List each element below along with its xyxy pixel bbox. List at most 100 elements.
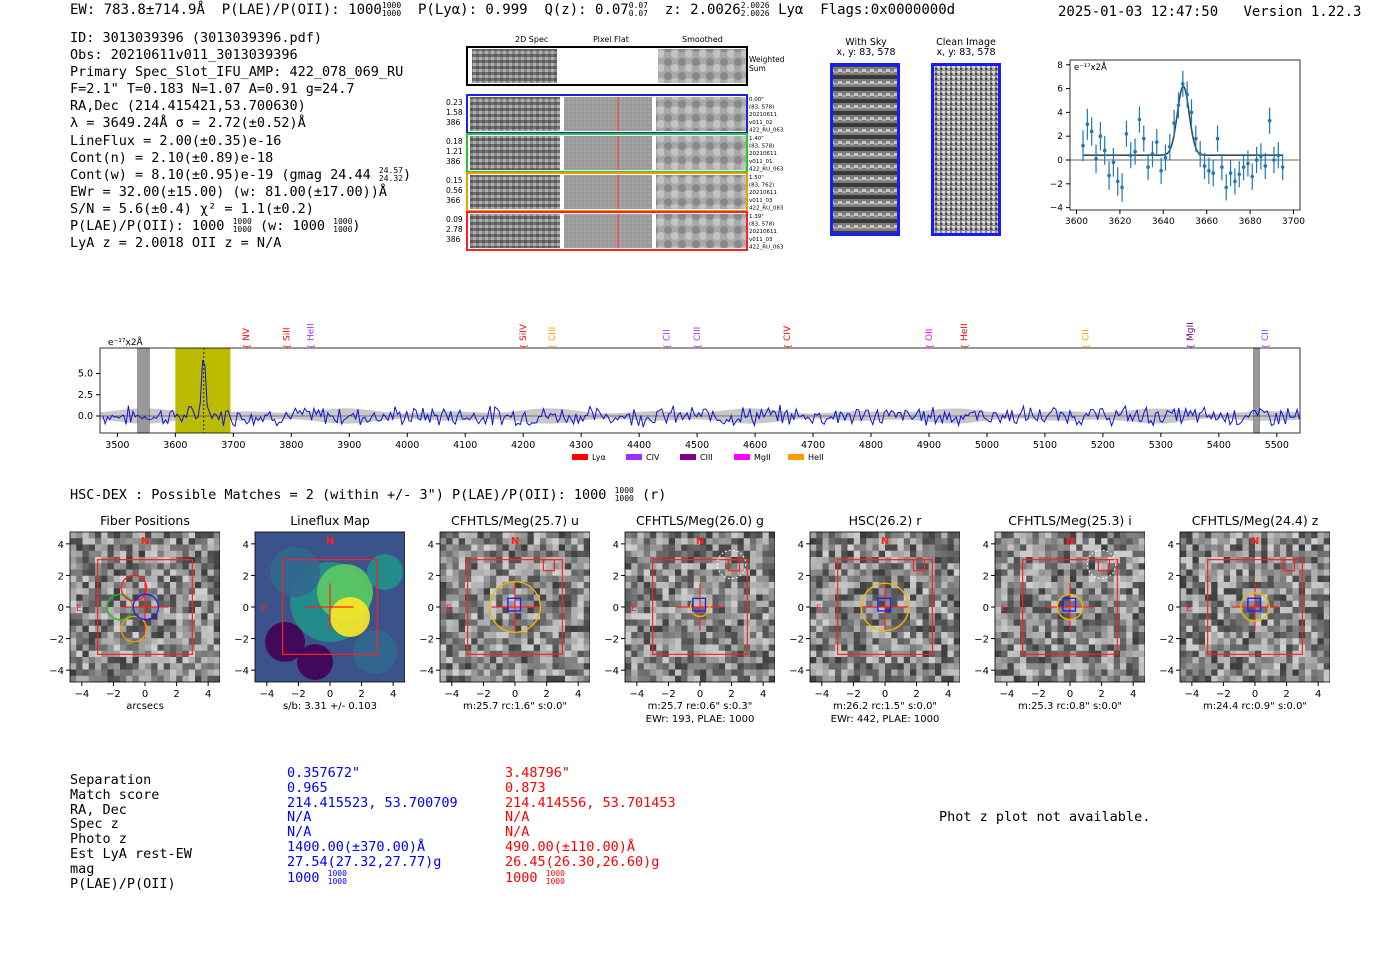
pixel	[201, 669, 208, 676]
data-point	[1237, 161, 1242, 188]
pixel	[903, 638, 911, 645]
pixel	[878, 538, 886, 545]
pixel	[1057, 657, 1064, 664]
pixel	[681, 607, 688, 614]
x-tick-label: 5000	[975, 440, 999, 451]
plae-ratio: P(LAE)/P(OII): 1000 1000 1000 (w: 1000 10…	[70, 217, 361, 235]
pixel	[1311, 657, 1318, 664]
pixel	[508, 575, 516, 583]
pixel	[1132, 613, 1139, 620]
pixel	[1267, 625, 1274, 633]
pixel	[1180, 644, 1187, 651]
pixel	[1032, 594, 1039, 601]
pixel	[941, 588, 948, 595]
pixel	[668, 638, 676, 645]
pixel	[1192, 650, 1199, 658]
pixel	[188, 538, 196, 545]
aperture-circle	[1056, 593, 1084, 621]
pixel	[195, 544, 202, 551]
secondary-match-marker	[1097, 559, 1111, 572]
pixel	[138, 644, 146, 651]
pixel	[483, 613, 491, 620]
pixel	[1126, 538, 1133, 545]
pixel	[207, 588, 214, 595]
pixel	[1101, 613, 1108, 620]
pixel	[1088, 544, 1096, 551]
pixel	[515, 625, 522, 633]
pixel	[577, 563, 584, 570]
match-row-label: mag	[70, 860, 95, 877]
pixel	[935, 582, 942, 589]
data-point	[1241, 154, 1246, 181]
pixel	[577, 663, 584, 670]
pixel	[1186, 613, 1193, 620]
pixel	[157, 575, 164, 583]
pixel	[1138, 550, 1145, 558]
pixel	[440, 644, 447, 651]
pixel	[631, 657, 638, 664]
pixel	[928, 675, 936, 683]
pixel	[1261, 657, 1268, 664]
match-value: 1000 1000 1000	[287, 868, 347, 886]
pixel	[1305, 600, 1312, 608]
spec-row-right-label: 20210611	[749, 190, 777, 196]
pixel	[471, 638, 478, 645]
pixel	[891, 588, 898, 595]
pixel	[477, 619, 484, 626]
pixel	[188, 532, 196, 539]
pixel	[1305, 669, 1312, 676]
y-tick-label: 4	[983, 540, 989, 551]
pixel	[731, 619, 738, 626]
pixel	[1217, 569, 1224, 576]
pixel	[872, 569, 879, 576]
data-marker	[1220, 165, 1224, 169]
pixel	[107, 544, 114, 551]
line-marker-bracket: {	[693, 344, 702, 349]
pixel	[1007, 638, 1014, 645]
pixel	[145, 675, 152, 683]
pixel	[1217, 657, 1224, 664]
pixel	[176, 600, 183, 608]
pixel	[1051, 613, 1058, 620]
pixel	[1192, 607, 1199, 614]
pixel	[816, 588, 823, 595]
x-tick-label: 5400	[1207, 440, 1231, 451]
pixel	[1223, 644, 1231, 651]
pixel	[1261, 594, 1268, 601]
data-point	[1202, 152, 1207, 180]
pixel	[1273, 669, 1281, 676]
pixel	[1057, 582, 1064, 589]
x-tick-label: 3800	[279, 440, 303, 451]
pixel	[731, 657, 738, 664]
smoothed-image	[656, 136, 746, 170]
pixel	[631, 613, 638, 620]
pixel	[571, 532, 578, 539]
pixel	[1138, 632, 1145, 639]
pixel	[1286, 563, 1293, 570]
pixel	[668, 600, 676, 608]
pixel	[1013, 675, 1021, 683]
pixel	[885, 563, 892, 570]
pixel	[1286, 538, 1293, 545]
pixel	[1045, 675, 1052, 683]
pixel	[1255, 669, 1262, 676]
pixel	[1248, 538, 1256, 545]
pixel	[496, 607, 503, 614]
pixel	[452, 550, 459, 558]
pixel	[107, 532, 114, 539]
pixel	[810, 619, 817, 626]
pixel	[440, 532, 447, 539]
pixel	[1223, 632, 1231, 639]
pixel	[1280, 600, 1287, 608]
x-tick-label: −2	[291, 689, 306, 700]
y-tick-label: −2	[789, 635, 804, 646]
pixel	[847, 625, 854, 633]
pixel	[841, 644, 848, 651]
pixel	[737, 544, 744, 551]
pixel	[700, 538, 707, 545]
pixel	[477, 607, 484, 614]
pixel	[1292, 569, 1299, 576]
spec-row-left-label: 366	[446, 196, 461, 205]
pixel	[1107, 532, 1114, 539]
pixel	[1032, 600, 1039, 608]
